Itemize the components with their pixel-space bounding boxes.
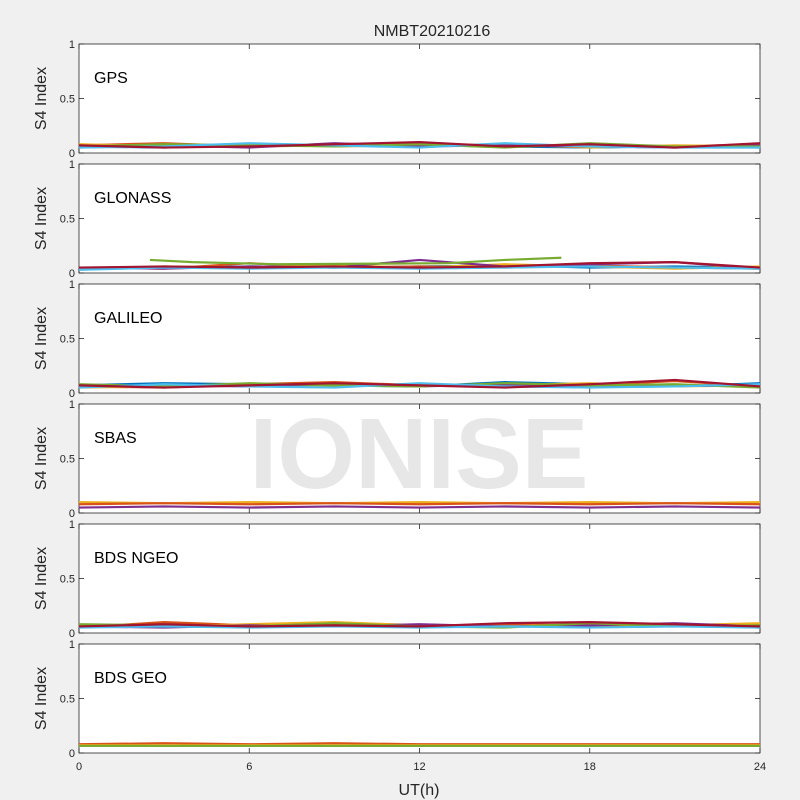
x-tick-label: 12 — [413, 761, 425, 773]
y-tick-label: 1 — [69, 39, 75, 51]
y-tick-label: 1 — [69, 159, 75, 171]
y-tick-label: 1 — [69, 519, 75, 531]
panel-glonass: 0 0.5 1 S4 Index GLONASS — [33, 159, 761, 280]
plot-area — [78, 163, 761, 274]
y-tick-label: 0 — [69, 148, 75, 160]
panel-label: GLONASS — [94, 190, 171, 207]
panel-gps: 0 0.5 1 S4 Index GPS — [33, 39, 761, 160]
y-tick-label: 0 — [69, 748, 75, 760]
series-line — [78, 502, 761, 506]
y-tick-label: 1 — [69, 279, 75, 291]
y-axis-label: S4 Index — [33, 67, 50, 130]
series-line — [78, 378, 761, 389]
x-axis-label: UT(h) — [399, 782, 440, 799]
x-tick-label: 0 — [76, 761, 82, 773]
panel-sbas: 0 0.5 1 S4 Index SBAS — [33, 399, 761, 520]
watermark: IONISE — [250, 398, 589, 510]
panel-bds-geo: 0 0.5 1 0 6 12 18 24 S4 Index BDS GEO — [33, 639, 766, 773]
plot-area — [78, 523, 761, 634]
y-tick-label: 0 — [69, 268, 75, 280]
series-line — [78, 382, 761, 389]
y-tick-label: 0 — [69, 628, 75, 640]
series-line — [78, 742, 760, 746]
x-tick-label: 6 — [246, 761, 252, 773]
x-tick-label: 18 — [584, 761, 596, 773]
series-line — [149, 256, 562, 266]
panel-label: BDS GEO — [94, 670, 167, 687]
y-axis-label: S4 Index — [33, 307, 50, 370]
series-line — [78, 620, 761, 628]
y-tick-label: 1 — [69, 639, 75, 651]
panel-label: GALILEO — [94, 310, 162, 327]
y-tick-label: 0.5 — [60, 334, 75, 346]
plot-area — [78, 43, 761, 154]
panel-label: GPS — [94, 70, 128, 87]
y-axis-label: S4 Index — [33, 667, 50, 730]
y-tick-label: 0.5 — [60, 694, 75, 706]
y-tick-label: 0.5 — [60, 214, 75, 226]
y-tick-label: 0 — [69, 508, 75, 520]
series-line — [78, 505, 761, 509]
series-line — [78, 261, 761, 269]
panel-galileo: 0 0.5 1 S4 Index GALILEO — [33, 279, 761, 400]
plot-area — [78, 283, 761, 394]
x-tick-label: 24 — [754, 761, 766, 773]
plot-area — [78, 643, 761, 754]
y-axis-label: S4 Index — [33, 187, 50, 250]
y-axis-label: S4 Index — [33, 547, 50, 610]
panel-label: BDS NGEO — [94, 550, 178, 567]
chart-title: NMBT20210216 — [374, 23, 491, 40]
panel-bds-ngeo: 0 0.5 1 S4 Index BDS NGEO — [33, 519, 761, 640]
series-line — [78, 141, 761, 149]
y-tick-label: 0.5 — [60, 574, 75, 586]
panels-container: 0 0.5 1 S4 Index GPS 0 0.5 1 S4 Index GLONASS 0 0.5… — [33, 39, 766, 773]
y-axis-label: S4 Index — [33, 427, 50, 490]
y-tick-label: 1 — [69, 399, 75, 411]
y-tick-label: 0.5 — [60, 94, 75, 106]
panel-label: SBAS — [94, 430, 137, 447]
y-tick-label: 0.5 — [60, 454, 75, 466]
y-tick-label: 0 — [69, 388, 75, 400]
plot-area — [78, 403, 761, 514]
